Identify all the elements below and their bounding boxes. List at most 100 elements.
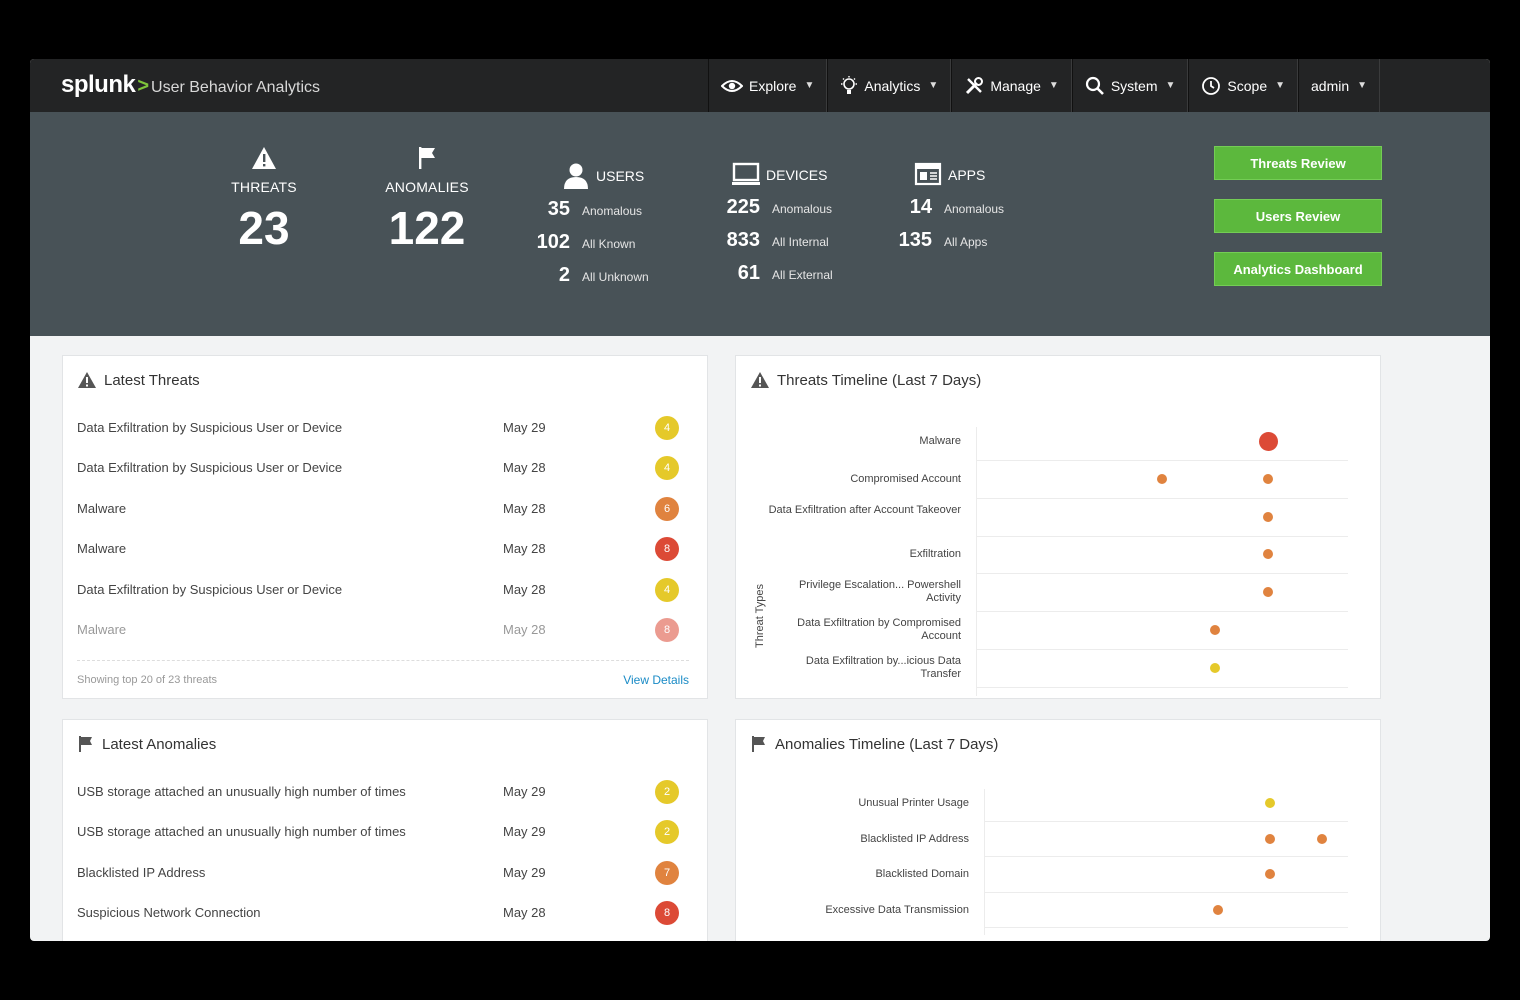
panel-title: Latest Anomalies (77, 735, 216, 753)
list-item[interactable]: USB storage attached an unusually high n… (77, 772, 687, 812)
item-date: May 28 (503, 905, 546, 921)
top-navigation-bar: splunk > User Behavior Analytics Explore… (30, 59, 1490, 112)
panel-title: Anomalies Timeline (Last 7 Days) (750, 735, 998, 753)
value: 225 (726, 196, 760, 218)
anomalies-stat[interactable]: ANOMALIES 122 (382, 146, 472, 255)
threats-stat[interactable]: THREATS 23 (224, 146, 304, 255)
users-unknown[interactable]: 2 All Unknown (530, 264, 649, 297)
nav-analytics[interactable]: Analytics ▼ (827, 59, 952, 112)
timeline-point[interactable] (1258, 431, 1278, 451)
category-label: Data Exfiltration by...icious Data Trans… (805, 654, 961, 680)
caption: All Internal (772, 235, 829, 249)
timeline-point[interactable] (1157, 473, 1167, 484)
eye-icon (721, 79, 743, 92)
item-date: May 28 (503, 541, 546, 557)
timeline-point[interactable] (1213, 904, 1223, 915)
value: 35 (547, 198, 570, 220)
anomalies-count: 122 (388, 202, 466, 254)
plot-axis (984, 789, 985, 935)
threats-review-button[interactable]: Threats Review (1214, 146, 1382, 180)
caption: All Unknown (582, 270, 649, 284)
risk-score-badge: 4 (655, 577, 679, 602)
timeline-point[interactable] (1263, 511, 1274, 522)
nav-scope[interactable]: Scope ▼ (1188, 59, 1299, 112)
category-label: Data Exfiltration by Compromised Account (797, 617, 961, 642)
caption: All Known (582, 237, 636, 251)
brand-logo[interactable]: splunk > User Behavior Analytics (61, 71, 320, 99)
clock-icon (1202, 76, 1221, 95)
users-review-button[interactable]: Users Review (1214, 199, 1382, 233)
list-item[interactable]: Suspicious Network Connection May 28 8 (77, 893, 687, 933)
timeline-point[interactable] (1263, 587, 1274, 598)
value: 61 (737, 262, 760, 284)
summary-band: THREATS 23 ANOMALIES 122 USERS 35 Anomalo… (30, 112, 1490, 336)
devices-external[interactable]: 61 All External (720, 262, 833, 295)
apps-all[interactable]: 135 All Apps (892, 229, 1004, 262)
list-item[interactable]: Malware May 28 8 (77, 529, 687, 569)
risk-score-badge: 8 (655, 901, 679, 926)
gridline (984, 856, 1348, 858)
panel-title: Threats Timeline (Last 7 Days) (750, 371, 981, 389)
gridline (984, 927, 1348, 929)
users-group[interactable]: USERS 35 Anomalous 102 All Known 2 All Unkn… (530, 162, 649, 297)
devices-internal[interactable]: 833 All Internal (720, 229, 833, 262)
nav-analytics-label: Analytics (864, 77, 921, 94)
timeline-point[interactable] (1265, 869, 1275, 879)
nav-system[interactable]: System ▼ (1071, 59, 1189, 112)
apps-anomalous[interactable]: 14 Anomalous (892, 196, 1004, 229)
timeline-point[interactable] (1263, 549, 1274, 560)
analytics-dashboard-button[interactable]: Analytics Dashboard (1214, 252, 1382, 286)
list-item[interactable]: Blacklisted IP Address May 29 7 (77, 853, 687, 893)
gridline (976, 648, 1348, 650)
latest-threats-panel: Latest Threats Data Exfiltration by Susp… (62, 355, 708, 699)
item-date: May 29 (503, 784, 546, 799)
users-known[interactable]: 102 All Known (530, 231, 649, 264)
list-item[interactable]: Malware May 28 8 (77, 610, 687, 650)
list-item[interactable]: Data Exfiltration by Suspicious User or … (77, 570, 687, 610)
list-item[interactable]: USB storage attached an unusually high n… (77, 812, 687, 852)
plot-axis (976, 427, 977, 696)
timeline-point[interactable] (1263, 473, 1274, 484)
flag-icon (752, 736, 765, 752)
warning-icon (78, 372, 96, 388)
devices-anomalous[interactable]: 225 Anomalous (720, 196, 833, 229)
users-label: USERS (596, 168, 645, 184)
app-window-icon (914, 162, 942, 186)
threats-count: 23 (238, 202, 290, 254)
nav-admin[interactable]: admin ▼ (1298, 59, 1381, 112)
timeline-point[interactable] (1265, 833, 1275, 844)
risk-score-badge: 6 (655, 496, 679, 521)
gridline (976, 573, 1348, 575)
gridline (976, 497, 1348, 499)
nav-admin-label: admin (1311, 77, 1350, 94)
timeline-point[interactable] (1317, 833, 1327, 844)
category-label: Data Exfiltration after Account Takeover (768, 503, 961, 516)
view-details-link[interactable]: View Details (623, 673, 689, 687)
flag-icon (419, 147, 435, 169)
risk-score-badge: 7 (655, 860, 679, 885)
nav-manage[interactable]: Manage ▼ (951, 59, 1072, 112)
gridline (976, 459, 1348, 461)
list-item[interactable]: Data Exfiltration by Suspicious User or … (77, 408, 687, 448)
item-name: USB storage attached an unusually high n… (77, 784, 406, 799)
value: 2 (558, 264, 570, 286)
apps-group[interactable]: APPS 14 Anomalous 135 All Apps (892, 162, 1004, 262)
timeline-point[interactable] (1210, 625, 1221, 635)
list-item[interactable]: Malware May 28 6 (77, 489, 687, 529)
category-label: Privilege Escalation... Powershell Activ… (798, 579, 961, 605)
nav-manage-label: Manage (990, 77, 1041, 94)
panel-title: Latest Threats (77, 371, 200, 389)
chevron-down-icon: ▼ (1048, 80, 1059, 91)
caption: Anomalous (582, 204, 643, 218)
timeline-point[interactable] (1265, 798, 1275, 808)
item-name: Malware (77, 541, 127, 557)
monitor-icon (732, 162, 760, 185)
gridline (976, 686, 1348, 688)
nav-explore[interactable]: Explore ▼ (708, 59, 828, 112)
brand-separator: > (137, 75, 150, 97)
users-anomalous[interactable]: 35 Anomalous (530, 198, 649, 231)
list-item[interactable]: Data Exfiltration by Suspicious User or … (77, 448, 687, 488)
item-name: Suspicious Network Connection (77, 905, 261, 921)
timeline-point[interactable] (1210, 662, 1221, 673)
devices-group[interactable]: DEVICES 225 Anomalous 833 All Internal 61 A… (720, 162, 833, 295)
